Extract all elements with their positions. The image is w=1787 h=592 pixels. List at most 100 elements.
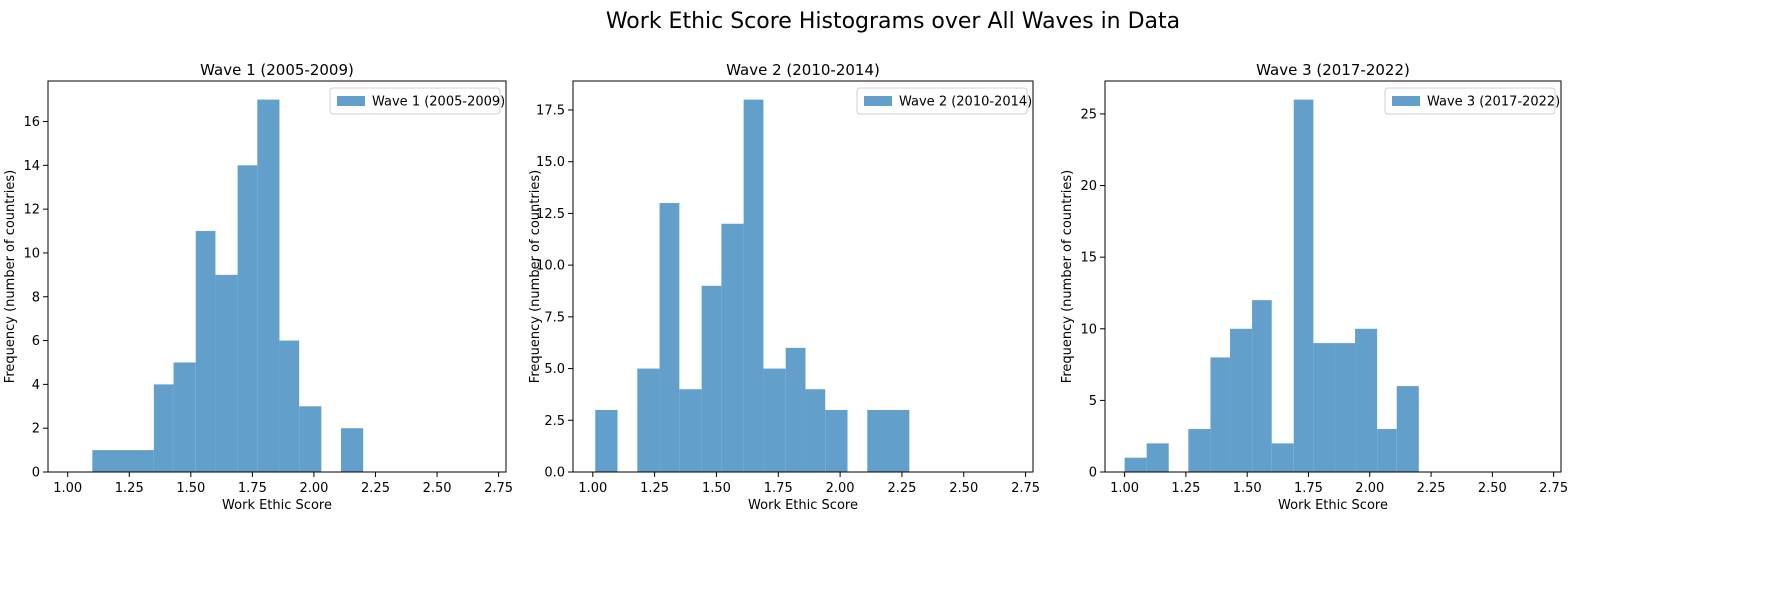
histogram-bar: [92, 450, 154, 472]
y-tick-label: 7.5: [544, 310, 565, 325]
x-axis-label: Work Ethic Score: [748, 498, 858, 513]
y-axis-label: Frequency (number of countries): [3, 170, 18, 383]
x-tick-label: 1.75: [1294, 481, 1323, 496]
y-axis-label: Frequency (number of countries): [528, 170, 543, 383]
x-tick-label: 2.25: [887, 481, 916, 496]
y-tick-label: 2: [32, 422, 40, 437]
legend-box: [856, 87, 1028, 115]
x-axis-label: Work Ethic Score: [1278, 498, 1388, 513]
subplot-wave-1: 1.00 1.25 1.50 1.75 2.00 2.25 2.50 2.75 0 2 4 6 8 10 1…: [3, 61, 513, 513]
y-tick-label: 10: [23, 246, 40, 261]
histogram-bar: [679, 389, 702, 472]
x-tick-label: 2.00: [826, 481, 855, 496]
x-tick-label: 2.75: [484, 481, 513, 496]
legend: Wave 2 (2010-2014): [856, 87, 1032, 115]
histogram-bar: [1124, 457, 1147, 472]
y-tick-label: 0: [1089, 466, 1097, 481]
x-axis-label: Work Ethic Score: [222, 498, 332, 513]
histogram-bar: [1252, 300, 1272, 472]
histogram-bar: [867, 409, 910, 472]
y-tick-label: 0.0: [544, 466, 565, 481]
legend-box: [329, 87, 501, 115]
x-tick-label: 2.00: [299, 481, 328, 496]
y-tick-label: 10.0: [536, 259, 565, 274]
histogram-bar: [153, 384, 174, 472]
histogram-bar: [257, 99, 280, 473]
histogram-bar: [1396, 386, 1419, 472]
x-tick-label: 1.00: [53, 481, 82, 496]
legend-label: Wave 2 (2010-2014): [899, 95, 1032, 110]
figure-title: Work Ethic Score Histograms over All Wav…: [606, 9, 1180, 34]
histogram-bar: [1313, 343, 1336, 472]
subplot-title: Wave 1 (2005-2009): [200, 61, 354, 79]
histogram-bar: [195, 231, 216, 472]
subplot-title: Wave 2 (2010-2014): [726, 61, 880, 79]
y-axis-label: Frequency (number of countries): [1060, 170, 1075, 383]
histogram-bar: [1271, 443, 1294, 472]
x-tick-label: 1.25: [115, 481, 144, 496]
histogram-bar: [763, 368, 786, 472]
y-tick-label: 16: [23, 115, 40, 130]
legend-swatch: [1392, 96, 1420, 106]
subplot-wave-3: 1.00 1.25 1.50 1.75 2.00 2.25 2.50 2.75 0 5 10 15 20…: [1060, 61, 1568, 513]
histogram-bar: [299, 406, 322, 472]
subplots: 1.00 1.25 1.50 1.75 2.00 2.25 2.50 2.7502468101…: [3, 61, 1568, 513]
x-tick-label: 1.00: [578, 481, 607, 496]
histogram-bar: [237, 165, 258, 472]
x-tick-label: 2.00: [1355, 481, 1384, 496]
histogram-bar: [785, 347, 806, 472]
histogram-bar: [1293, 99, 1314, 473]
histogram-bar: [701, 285, 722, 472]
histogram-bar: [1230, 328, 1253, 472]
x-tick-label: 1.75: [764, 481, 793, 496]
x-tick-label: 2.50: [1478, 481, 1507, 496]
axes-frame: [47, 80, 507, 473]
y-tick-label: 15.0: [536, 155, 565, 170]
histogram-bar: [805, 389, 826, 472]
x-tick-label: 2.25: [1417, 481, 1446, 496]
histogram-bar: [1335, 343, 1356, 472]
legend-label: Wave 1 (2005-2009): [372, 95, 505, 110]
x-tick-label: 2.50: [949, 481, 978, 496]
y-tick-label: 5: [1089, 394, 1097, 409]
histogram-bar: [595, 409, 618, 472]
x-tick-label: 1.25: [640, 481, 669, 496]
histogram-bar: [1210, 357, 1231, 472]
histogram-bar: [721, 223, 744, 472]
legend-label: Wave 3 (2017-2022): [1427, 95, 1560, 110]
x-tick-label: 2.75: [1011, 481, 1040, 496]
x-tick-label: 2.75: [1539, 481, 1568, 496]
histogram-bar: [1355, 328, 1378, 472]
x-tick-label: 1.50: [176, 481, 205, 496]
histogram-bar: [743, 99, 764, 473]
y-tick-label: 5.0: [544, 362, 565, 377]
y-tick-label: 20: [1080, 179, 1097, 194]
histogram-bar: [173, 362, 196, 472]
histogram-bar: [1377, 429, 1397, 472]
histogram-bar: [341, 428, 364, 472]
legend: Wave 3 (2017-2022): [1384, 87, 1560, 115]
histogram-bar: [1188, 429, 1211, 472]
y-tick-label: 4: [32, 378, 40, 393]
histogram-bar: [1146, 443, 1169, 472]
y-tick-label: 12.5: [536, 207, 565, 222]
y-tick-label: 0: [32, 466, 40, 481]
legend-swatch: [864, 96, 892, 106]
x-tick-label: 2.50: [423, 481, 452, 496]
legend-box: [1384, 87, 1556, 115]
legend-swatch: [337, 96, 365, 106]
axes-frame: [1104, 80, 1562, 473]
y-tick-label: 17.5: [536, 103, 565, 118]
subplot-wave-2: 1.00 1.25 1.50 1.75 2.00 2.25 2.50 2.75 0.0 2.5 5.…: [528, 61, 1040, 513]
x-tick-label: 1.25: [1171, 481, 1200, 496]
x-tick-label: 2.25: [361, 481, 390, 496]
x-tick-label: 1.00: [1110, 481, 1139, 496]
y-tick-label: 6: [32, 334, 40, 349]
x-tick-label: 1.75: [238, 481, 267, 496]
axes-frame: [572, 80, 1034, 473]
y-tick-label: 10: [1080, 322, 1097, 337]
histogram-bar: [659, 203, 680, 472]
histogram-bar: [279, 340, 300, 472]
histogram-bar: [637, 368, 660, 472]
